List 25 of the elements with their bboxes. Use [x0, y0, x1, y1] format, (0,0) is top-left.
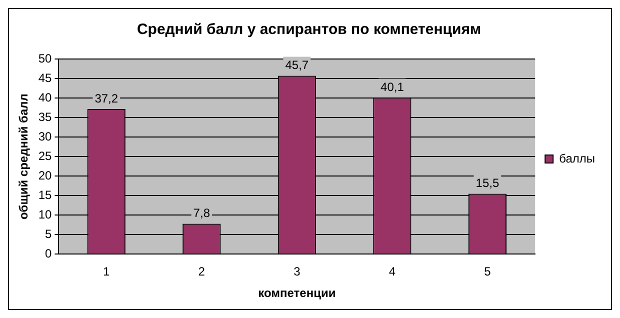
x-tick-label: 5: [484, 264, 492, 279]
y-tick-label: 0: [45, 246, 52, 261]
data-label: 40,1: [380, 80, 404, 94]
data-label: 15,5: [476, 176, 500, 190]
y-axis-title: общий средний балл: [16, 94, 31, 220]
x-tick-label: 2: [198, 264, 206, 279]
y-tick-label: 40: [38, 90, 52, 104]
data-label: 7,8: [193, 206, 210, 220]
x-tick-label: 3: [294, 264, 301, 279]
x-axis-title: компетенции: [258, 286, 336, 300]
y-tick-label: 5: [45, 226, 52, 241]
y-tick-label: 45: [38, 70, 52, 85]
x-tick-label: 4: [388, 264, 396, 279]
y-tick-label: 20: [38, 168, 52, 182]
data-label: 45,7: [285, 58, 309, 72]
legend-label: баллы: [559, 151, 596, 166]
y-tick-label: 25: [38, 148, 52, 163]
y-tick-label: 10: [38, 207, 52, 222]
y-tick-label: 15: [38, 188, 52, 202]
data-label: 37,2: [94, 91, 118, 106]
chart-title: Средний балл у аспирантов по компетенциям: [136, 21, 482, 38]
y-tick-label: 30: [38, 129, 52, 144]
y-tick-label: 50: [38, 51, 52, 66]
x-tick-label: 1: [103, 264, 110, 279]
y-tick-label: 35: [38, 110, 52, 124]
